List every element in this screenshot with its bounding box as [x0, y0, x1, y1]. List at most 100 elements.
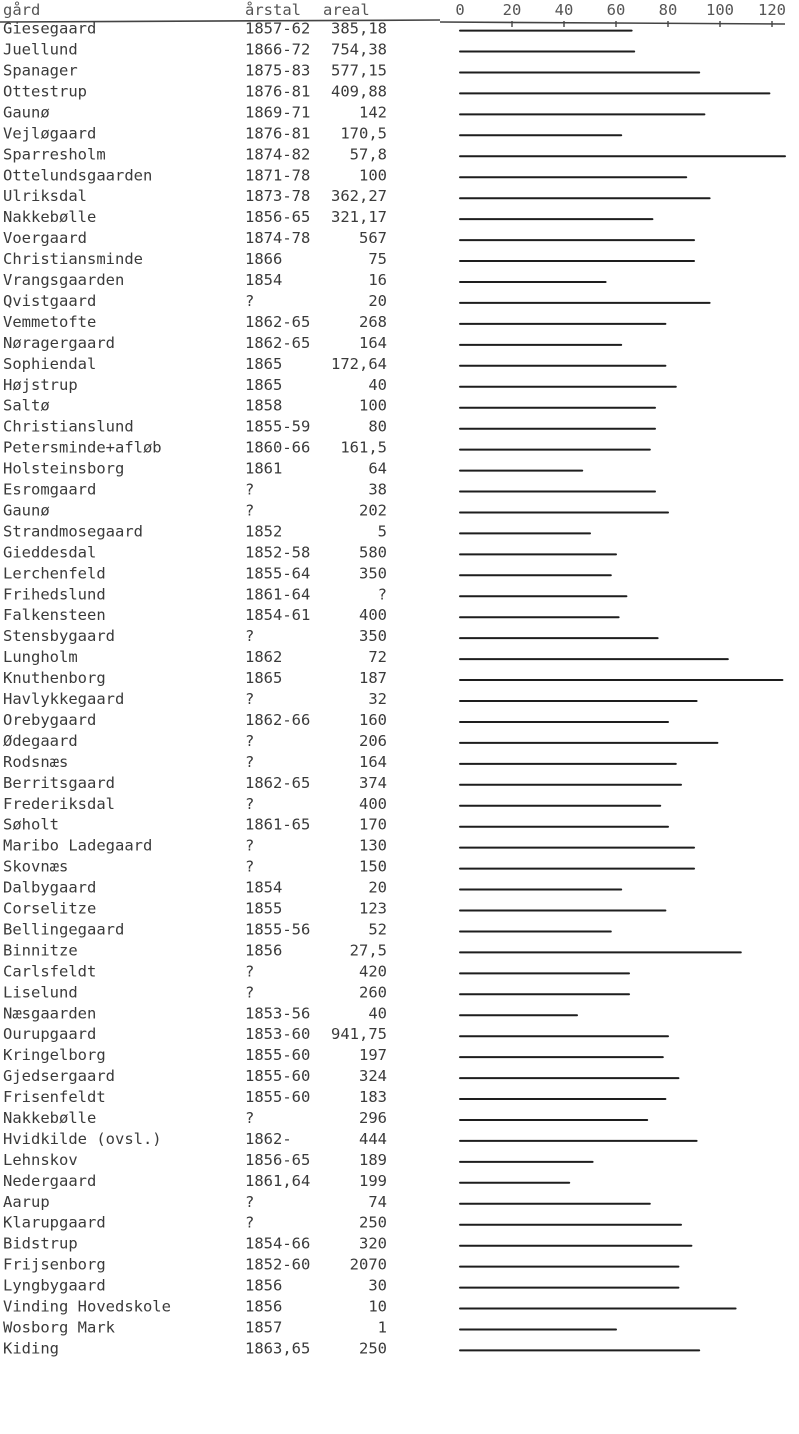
- column-header-farm: gård: [3, 1, 40, 19]
- farm-name: Aarup: [3, 1193, 50, 1211]
- farm-name: Nedergaard: [3, 1172, 96, 1190]
- table-row: Sophiendal 1865 172,64: [3, 355, 667, 373]
- farm-year: 1857-62: [245, 20, 310, 38]
- farm-name: Bellingegaard: [3, 921, 124, 939]
- farm-area: 20: [368, 292, 387, 310]
- table-row: Lerchenfeld 1855-64 350: [3, 564, 612, 582]
- farm-year: 1862-65: [245, 313, 310, 331]
- farm-area: 754,38: [331, 41, 387, 59]
- farm-area: 250: [359, 1214, 387, 1232]
- farm-year: 1865: [245, 669, 282, 687]
- farm-year: ?: [245, 795, 254, 813]
- farm-area: 250: [359, 1339, 387, 1357]
- farm-area: 400: [359, 606, 387, 624]
- farm-year: 1854-61: [245, 606, 310, 624]
- x-tick-label: 120: [758, 1, 786, 19]
- x-axis-ticks: 0 20 40 60 80 100 120: [455, 1, 786, 27]
- farm-year: ?: [245, 983, 254, 1001]
- x-tick-label: 20: [503, 1, 522, 19]
- farm-area: 172,64: [331, 355, 387, 373]
- farm-area: 164: [359, 334, 387, 352]
- farm-name: Nøragergaard: [3, 334, 115, 352]
- farm-name: Wosborg Mark: [3, 1319, 116, 1337]
- farm-area: 385,18: [331, 20, 387, 38]
- chart-rows: Giesegaard 1857-62 385,18 Juellund 1866-72 75…: [3, 20, 786, 1357]
- farm-year: 1857: [245, 1319, 282, 1337]
- farm-year: ?: [245, 502, 254, 520]
- farm-name: Nakkebølle: [3, 208, 96, 226]
- farm-name: Ødegaard: [3, 732, 78, 750]
- farm-year: 1854: [245, 271, 282, 289]
- farm-year: 1856-65: [245, 1151, 310, 1169]
- farm-name: Strandmosegaard: [3, 522, 143, 540]
- table-row: Wosborg Mark 1857 1: [3, 1319, 617, 1337]
- table-row: Vrangsgaarden 1854 16: [3, 271, 607, 289]
- farm-area: 206: [359, 732, 387, 750]
- farm-name: Bidstrup: [3, 1235, 78, 1253]
- farm-name: Qvistgaard: [3, 292, 96, 310]
- table-row: Rodsnæs? 164: [3, 753, 677, 771]
- farm-name: Nakkebølle: [3, 1109, 96, 1127]
- table-row: Falkensteen 1854-61 400: [3, 606, 620, 624]
- farm-year: 1861,64: [245, 1172, 310, 1190]
- farm-name: Carlsfeldt: [3, 962, 96, 980]
- table-row: Aarup? 74: [3, 1193, 651, 1211]
- table-row: Liselund? 260: [3, 983, 630, 1001]
- table-row: Gjedsergaard 1855-60 324: [3, 1067, 680, 1085]
- table-row: Bidstrup 1854-66 320: [3, 1235, 693, 1253]
- farm-area: 1: [378, 1319, 387, 1337]
- farm-name: Frijsenborg: [3, 1256, 106, 1274]
- table-row: Berritsgaard 1862-65 374: [3, 774, 682, 792]
- farm-name: Binnitze: [3, 941, 78, 959]
- farm-area: 187: [359, 669, 387, 687]
- farm-area: 5: [378, 522, 387, 540]
- table-row: Sparresholm 1874-82 57,8: [3, 145, 786, 163]
- table-row: Gieddesdal 1852-58 580: [3, 543, 617, 561]
- farm-year: 1855-59: [245, 418, 310, 436]
- farm-year: 1865: [245, 355, 282, 373]
- farm-area: 40: [368, 376, 387, 394]
- table-row: Højstrup 1865 40: [3, 376, 677, 394]
- farm-area: 409,88: [331, 82, 387, 100]
- farm-name: Saltø: [3, 397, 50, 415]
- x-tick-label: 60: [607, 1, 626, 19]
- farm-name: Vrangsgaarden: [3, 271, 124, 289]
- table-row: Knuthenborg 1865 187: [3, 669, 784, 687]
- table-row: Bellingegaard 1855-56 52: [3, 921, 612, 939]
- table-row: Gaunø? 202: [3, 502, 669, 520]
- table-row: Stensbygaard? 350: [3, 627, 659, 645]
- farm-area: 321,17: [331, 208, 387, 226]
- farm-name: Maribo Ladegaard: [3, 837, 152, 855]
- farm-name: Gaunø: [3, 502, 50, 520]
- farm-name: Stensbygaard: [3, 627, 115, 645]
- x-tick-label: 100: [706, 1, 734, 19]
- farm-area: 16: [368, 271, 387, 289]
- farm-name: Havlykkegaard: [3, 690, 124, 708]
- table-row: Christiansminde 1866 75: [3, 250, 695, 268]
- farm-year: 1861: [245, 460, 282, 478]
- farm-area: 320: [359, 1235, 387, 1253]
- farm-area: 100: [359, 397, 387, 415]
- table-row: Nakkebølle? 296: [3, 1109, 649, 1127]
- column-header-year: årstal: [245, 1, 301, 19]
- table-row: Holsteinsborg 1861 64: [3, 460, 584, 478]
- table-row: Ottelundsgaarden 1871-78 100: [3, 166, 688, 184]
- farm-year: ?: [245, 753, 254, 771]
- x-tick-label: 40: [555, 1, 574, 19]
- table-row: Ulriksdal 1873-78 362,27: [3, 187, 711, 205]
- farm-name: Klarupgaard: [3, 1214, 106, 1232]
- farm-area: ?: [378, 585, 387, 603]
- farm-year: 1860-66: [245, 439, 310, 457]
- farm-year: 1861-64: [245, 585, 310, 603]
- farm-area: 444: [359, 1130, 387, 1148]
- farm-name: Petersminde+afløb: [3, 439, 162, 457]
- farm-area: 30: [368, 1277, 387, 1295]
- farm-name: Liselund: [3, 983, 78, 1001]
- farm-area: 420: [359, 962, 387, 980]
- table-row: Lyngbygaard 1856 30: [3, 1277, 680, 1295]
- table-row: Lehnskov 1856-65 189: [3, 1151, 594, 1169]
- farm-area: 160: [359, 711, 387, 729]
- farm-area: 10: [368, 1298, 387, 1316]
